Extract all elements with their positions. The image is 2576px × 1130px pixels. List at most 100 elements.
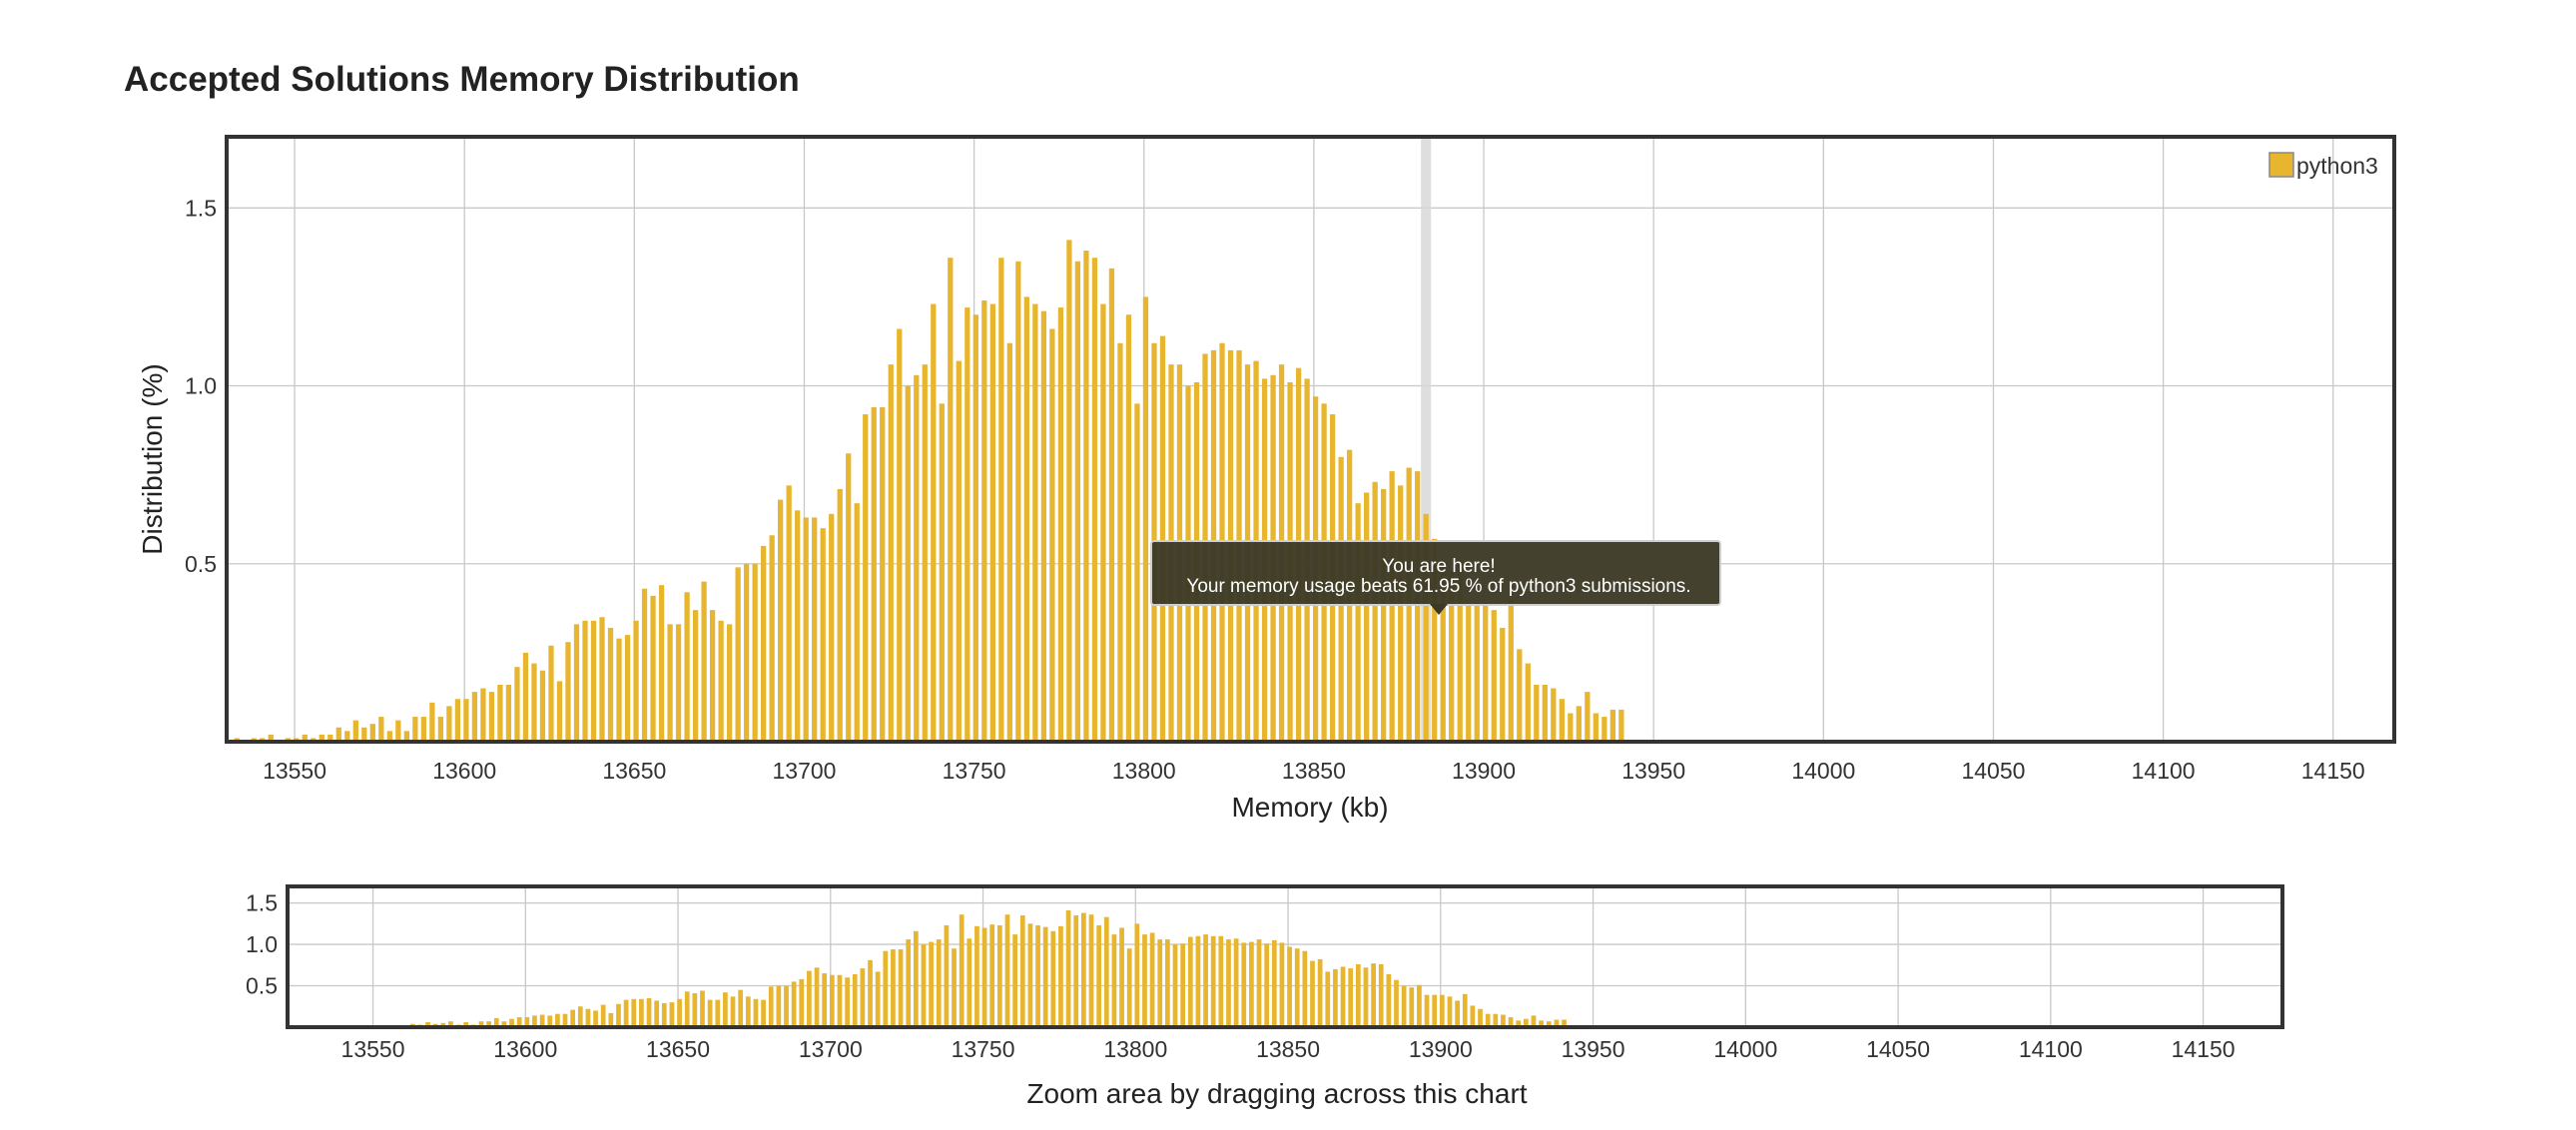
bar <box>929 941 934 1027</box>
bar <box>897 328 903 742</box>
bar <box>639 998 644 1027</box>
bar <box>778 499 784 742</box>
bar <box>522 652 529 742</box>
bar <box>516 1017 522 1027</box>
y-tick-label: 0.5 <box>246 973 278 999</box>
bar <box>1241 942 1247 1027</box>
bar <box>814 967 820 1027</box>
bar <box>1534 684 1540 742</box>
bar <box>1091 258 1098 742</box>
bar <box>1027 923 1033 1027</box>
bar <box>1310 960 1315 1027</box>
bar <box>709 610 716 742</box>
bar <box>752 563 758 742</box>
bar <box>939 403 945 742</box>
bar <box>661 1002 667 1027</box>
bar <box>769 535 775 742</box>
x-tick-label: 14000 <box>1713 1036 1777 1062</box>
x-tick-label: 13550 <box>263 758 326 784</box>
bar <box>1363 967 1369 1027</box>
main-plot-area[interactable] <box>227 137 2394 742</box>
x-tick-label: 13950 <box>1621 758 1685 784</box>
bar <box>726 624 733 742</box>
bar <box>344 731 350 742</box>
bar <box>1523 1018 1529 1027</box>
bar <box>701 581 707 742</box>
bar <box>1610 709 1615 742</box>
bar <box>386 731 392 742</box>
bar <box>1142 934 1147 1027</box>
bar <box>922 364 928 742</box>
x-tick-label: 14100 <box>2132 758 2196 784</box>
x-tick-label: 13650 <box>602 758 666 784</box>
bar <box>989 924 995 1027</box>
bar <box>852 973 858 1027</box>
bar <box>1058 925 1063 1027</box>
bar <box>395 720 401 742</box>
page-title: Accepted Solutions Memory Distribution <box>124 60 800 99</box>
bar <box>868 959 873 1027</box>
bar <box>1491 610 1497 742</box>
bar <box>1493 1013 1499 1027</box>
bar <box>1516 1020 1522 1027</box>
bar <box>378 717 384 742</box>
bar <box>1501 1014 1506 1027</box>
bar <box>1517 649 1523 742</box>
bar <box>1333 968 1338 1027</box>
bar <box>437 717 444 742</box>
bar <box>1500 627 1506 742</box>
bar <box>1389 471 1395 742</box>
bar <box>905 385 911 742</box>
bar <box>608 1012 614 1027</box>
bar <box>1035 924 1040 1027</box>
bar <box>1187 936 1193 1027</box>
bar <box>403 731 409 742</box>
bar <box>1080 912 1086 1027</box>
bar <box>966 938 972 1027</box>
legend[interactable]: python3 <box>2268 152 2378 179</box>
bar <box>1210 935 1216 1027</box>
bar <box>548 645 554 742</box>
bar <box>1409 987 1415 1027</box>
bar <box>1525 663 1531 742</box>
main-chart[interactable]: 13550 13600 13650 13700 13750 13800 13850 13900… <box>137 135 2396 823</box>
bar <box>1415 471 1421 742</box>
bar <box>738 989 744 1027</box>
bar <box>1531 1015 1537 1027</box>
bar <box>948 258 954 742</box>
bar <box>880 406 886 742</box>
bar <box>956 360 962 742</box>
bar <box>730 996 736 1027</box>
bar <box>1083 251 1089 742</box>
you-are-here-tooltip: You are here! Your memory usage beats 61… <box>1150 540 1721 615</box>
bar <box>361 727 367 742</box>
x-tick-label: 13800 <box>1103 1036 1167 1062</box>
bar <box>616 638 622 742</box>
bar <box>1108 268 1115 742</box>
bar <box>539 1014 545 1027</box>
bar <box>931 303 937 742</box>
bar <box>1432 994 1438 1027</box>
current-position-band <box>1421 137 1432 742</box>
bar <box>319 734 324 742</box>
bar <box>1423 513 1429 742</box>
bar <box>556 681 563 742</box>
navigator-chart[interactable]: 13550 13600 13650 13700 13750 13800 13850 13900… <box>246 884 2284 1109</box>
y-axis-title: Distribution (%) <box>137 363 168 554</box>
bar <box>593 1010 598 1027</box>
bar <box>669 1002 675 1027</box>
bar <box>654 1000 660 1027</box>
bar <box>1100 303 1106 742</box>
bar <box>509 1018 514 1027</box>
bar <box>1559 699 1565 742</box>
bar <box>1119 927 1124 1027</box>
legend-label-python3: python3 <box>2296 153 2378 179</box>
bar <box>972 314 978 742</box>
x-tick-label: 14100 <box>2019 1036 2083 1062</box>
bar <box>906 939 912 1027</box>
bar <box>547 1015 553 1027</box>
bar <box>420 717 427 742</box>
bar <box>981 927 987 1027</box>
x-tick-label: 14000 <box>1791 758 1855 784</box>
navigator-plot-area[interactable] <box>288 886 2282 1027</box>
